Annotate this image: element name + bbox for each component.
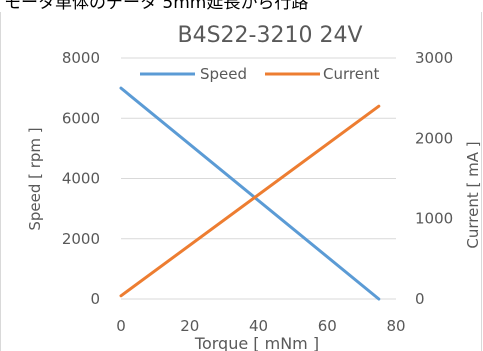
x-axis-label: Torque [ mNm ] xyxy=(194,334,319,351)
x-tick-label: 60 xyxy=(318,317,337,335)
y-axis-label: Speed [ rpm ] xyxy=(26,127,44,230)
x-tick-label: 40 xyxy=(249,317,268,335)
caption-fragment: モータ単体のデータ 5mm延長から行路 xyxy=(4,0,309,13)
y-tick-label: 2000 xyxy=(62,230,100,248)
y-tick-label: 8000 xyxy=(62,49,100,67)
y2-tick-label: 2000 xyxy=(415,129,453,147)
x-tick-label: 80 xyxy=(386,317,405,335)
y-tick-label: 0 xyxy=(90,290,100,308)
y-tick-label: 4000 xyxy=(62,170,100,188)
x-tick-label: 0 xyxy=(116,317,126,335)
legend-label-current: Current xyxy=(323,65,379,83)
y-tick-label: 6000 xyxy=(62,109,100,127)
series-line-current xyxy=(119,104,381,298)
chart-frame xyxy=(0,12,482,351)
legend-label-speed: Speed xyxy=(200,65,247,83)
y2-tick-label: 3000 xyxy=(415,49,453,67)
chart-title: B4S22-3210 24V xyxy=(177,23,362,48)
series-line-speed xyxy=(119,86,381,301)
top-caption-strip: モータ単体のデータ 5mm延長から行路 xyxy=(0,0,483,13)
y2-tick-label: 1000 xyxy=(415,210,453,228)
x-tick-label: 20 xyxy=(180,317,199,335)
y2-axis-label: Current [ mA ] xyxy=(464,141,482,248)
y2-tick-label: 0 xyxy=(415,290,425,308)
